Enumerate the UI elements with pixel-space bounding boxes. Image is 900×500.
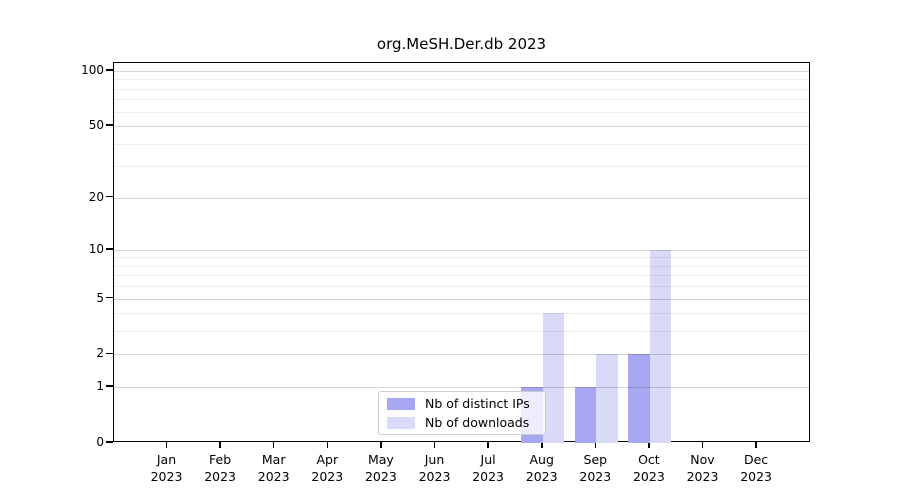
x-tick-sep-2023 <box>594 442 596 448</box>
x-tick-label-may-2023: May 2023 <box>364 452 397 484</box>
y-tick-50 <box>106 124 113 126</box>
chart-title: org.MeSH.Der.db 2023 <box>376 35 547 53</box>
x-tick-label-jul-2023: Jul 2023 <box>472 452 504 484</box>
y-tick-label-20: 20 <box>88 189 104 204</box>
gridline-7 <box>114 275 809 277</box>
y-tick-1 <box>106 385 113 387</box>
x-tick-label-dec-2023: Dec 2023 <box>740 452 772 484</box>
x-tick-label-aug-2023: Aug 2023 <box>525 452 558 484</box>
gridline-100 <box>114 71 809 72</box>
bar-nb-of-distinct-ips-sep-2023 <box>574 387 597 443</box>
x-tick-label-feb-2023: Feb 2023 <box>204 452 236 484</box>
x-tick-jun-2023 <box>433 442 436 448</box>
legend-label-distinct-ips: Nb of distinct IPs <box>425 396 530 411</box>
gridline-60 <box>114 111 809 113</box>
x-tick-nov-2023 <box>701 442 704 448</box>
bar-nb-of-downloads-sep-2023 <box>596 354 618 443</box>
x-tick-dec-2023 <box>755 442 757 448</box>
gridline-90 <box>114 79 809 81</box>
gridline-2 <box>114 354 809 356</box>
gridline-70 <box>114 99 809 101</box>
gridline-10 <box>114 249 809 251</box>
bar-nb-of-downloads-oct-2023 <box>649 249 672 443</box>
gridline-80 <box>114 88 809 90</box>
gridline-50 <box>114 126 809 128</box>
y-tick-label-5: 5 <box>96 290 104 305</box>
x-tick-may-2023 <box>380 442 382 448</box>
gridline-5 <box>114 298 809 300</box>
y-tick-label-10: 10 <box>88 241 104 256</box>
gridline-4 <box>114 313 809 315</box>
x-tick-label-sep-2023: Sep 2023 <box>579 452 612 484</box>
x-tick-aug-2023 <box>541 442 543 448</box>
x-tick-jul-2023 <box>487 442 489 448</box>
y-tick-label-100: 100 <box>81 63 104 77</box>
gridline-9 <box>114 257 809 259</box>
x-tick-mar-2023 <box>272 442 275 448</box>
plot-area: Nb of distinct IPs Nb of downloads <box>113 62 810 443</box>
legend: Nb of distinct IPs Nb of downloads <box>378 391 546 435</box>
bar-nb-of-downloads-aug-2023 <box>542 313 565 443</box>
y-tick-0 <box>106 441 113 443</box>
x-tick-apr-2023 <box>326 442 329 448</box>
y-tick-label-1: 1 <box>96 379 104 394</box>
legend-label-downloads: Nb of downloads <box>425 415 530 430</box>
x-tick-label-apr-2023: Apr 2023 <box>311 452 344 484</box>
x-tick-label-nov-2023: Nov 2023 <box>686 452 719 484</box>
x-tick-label-oct-2023: Oct 2023 <box>632 452 665 484</box>
bar-nb-of-distinct-ips-oct-2023 <box>628 354 650 443</box>
y-tick-label-0: 0 <box>96 435 104 449</box>
legend-item-distinct-ips: Nb of distinct IPs <box>387 396 537 411</box>
gridline-6 <box>114 286 809 288</box>
y-tick-5 <box>106 296 113 299</box>
gridline-30 <box>114 166 809 168</box>
x-tick-label-mar-2023: Mar 2023 <box>257 452 290 484</box>
y-tick-100 <box>106 69 113 71</box>
x-tick-label-jan-2023: Jan 2023 <box>150 452 183 484</box>
y-tick-label-50: 50 <box>88 118 104 133</box>
x-tick-jan-2023 <box>165 442 168 448</box>
x-tick-oct-2023 <box>648 442 650 448</box>
legend-item-downloads: Nb of downloads <box>387 415 537 430</box>
legend-swatch-downloads <box>387 416 415 429</box>
gridline-1 <box>114 387 809 389</box>
y-tick-10 <box>106 248 113 250</box>
legend-swatch-distinct-ips <box>387 397 415 410</box>
gridline-20 <box>114 197 809 199</box>
x-tick-feb-2023 <box>219 442 221 448</box>
gridline-8 <box>114 265 809 267</box>
x-tick-label-jun-2023: Jun 2023 <box>418 452 451 484</box>
gridline-3 <box>114 331 809 333</box>
y-tick-2 <box>106 352 113 355</box>
gridline-40 <box>114 143 809 145</box>
y-tick-20 <box>106 195 113 198</box>
y-tick-label-2: 2 <box>96 346 104 361</box>
